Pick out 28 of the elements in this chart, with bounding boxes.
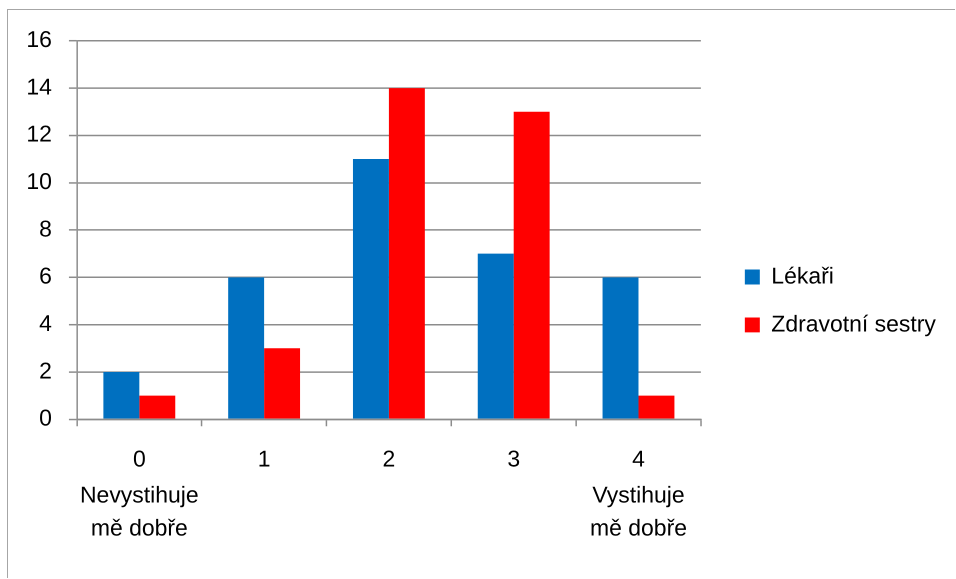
- y-tick-label: 12: [26, 120, 52, 147]
- y-tick-label: 8: [39, 215, 52, 242]
- y-tick-label: 10: [26, 168, 52, 194]
- y-tick-label: 14: [26, 73, 52, 100]
- bar: [388, 88, 425, 419]
- y-tick-label: 6: [39, 262, 52, 289]
- bar: [103, 372, 140, 419]
- text: Nevystihuje mě dobře: [80, 481, 199, 540]
- x-tick-label: 2: [382, 445, 396, 472]
- bar: [638, 396, 674, 419]
- bar: [139, 396, 176, 419]
- y-tick-label: 16: [26, 26, 52, 52]
- x-tick-label: 1: [258, 445, 270, 472]
- x-tick-label: 3: [507, 445, 520, 472]
- bar: [478, 254, 514, 419]
- y-tick-label: 4: [39, 310, 52, 336]
- bar: [352, 159, 389, 419]
- bar: [602, 277, 638, 419]
- legend-label: Zdravotní sestry: [771, 310, 936, 336]
- bar: [514, 112, 550, 419]
- bar: [264, 348, 300, 419]
- y-tick-label: 2: [39, 357, 52, 384]
- text: Vystihuje mě dobře: [590, 481, 687, 540]
- y-tick-label: 0: [39, 404, 52, 431]
- bar: [228, 277, 264, 419]
- x-tick-label: 0: [132, 445, 146, 472]
- legend-label: Lékaři: [771, 262, 834, 288]
- x-tick-label: 4: [632, 445, 646, 472]
